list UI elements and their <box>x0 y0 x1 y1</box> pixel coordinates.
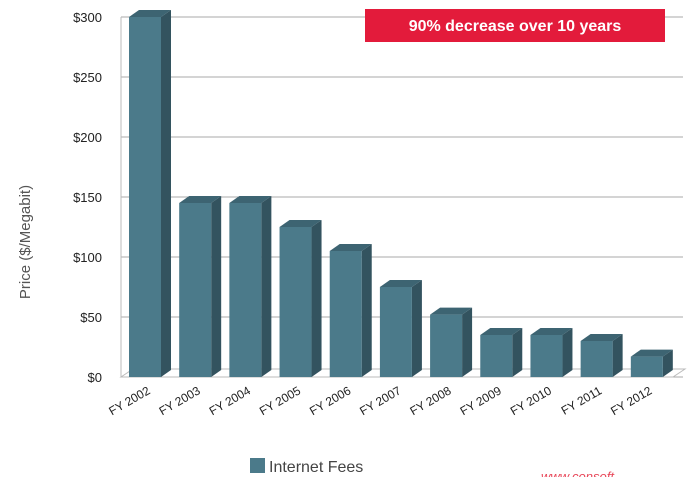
bar-fy-2002 <box>129 10 171 377</box>
annotation-callout: 90% decrease over 10 years <box>365 9 665 42</box>
bar-side <box>512 328 523 377</box>
bar-fy-2005 <box>279 220 322 377</box>
bar-side <box>662 349 673 377</box>
y-tick-label: $250 <box>73 70 102 85</box>
x-tick-label: FY 2008 <box>407 383 453 418</box>
bar-top <box>179 196 222 203</box>
legend-label: Internet Fees <box>269 459 363 476</box>
bar-fy-2012 <box>630 349 673 377</box>
annotation-background <box>365 9 665 42</box>
bar-front <box>279 227 312 377</box>
bar-top <box>580 334 623 341</box>
x-tick-label: FY 2004 <box>207 383 253 418</box>
bars <box>129 10 673 377</box>
bar-side <box>261 196 272 377</box>
bar-front <box>179 203 212 377</box>
bar-top <box>129 10 171 17</box>
bar-side <box>361 244 372 377</box>
bar-top <box>480 328 523 335</box>
bar-fy-2006 <box>329 244 372 377</box>
bar-front <box>530 335 563 377</box>
bar-front <box>580 341 613 377</box>
bar-top <box>530 328 573 335</box>
x-tick-label: FY 2006 <box>307 383 353 418</box>
y-axis-label: Price ($/Megabit) <box>17 185 34 299</box>
bar-side <box>562 328 573 377</box>
y-tick-label: $50 <box>80 310 102 325</box>
annotation-text: 90% decrease over 10 years <box>409 18 622 35</box>
x-tick-label: FY 2003 <box>157 383 203 418</box>
bar-top <box>329 244 372 251</box>
bar-top <box>430 307 473 315</box>
x-axis-ticks: FY 2002 FY 2003 FY 2004 FY 2005 FY 2006 FY 20… <box>106 383 654 418</box>
bar-top <box>279 220 322 227</box>
bar-fy-2007 <box>379 280 422 377</box>
bar-fy-2008 <box>430 307 473 377</box>
bar-front <box>379 287 412 377</box>
x-tick-label: FY 2005 <box>257 383 303 418</box>
bar-top <box>229 196 272 203</box>
bar-top <box>630 349 673 357</box>
bar-fy-2010 <box>530 328 573 377</box>
x-tick-label: FY 2010 <box>508 383 554 418</box>
watermark-text: www.consoft <box>541 469 615 477</box>
x-tick-label: FY 2011 <box>559 383 605 417</box>
bar-front <box>329 251 362 377</box>
y-tick-label: $100 <box>73 250 102 265</box>
bar-front <box>129 17 161 377</box>
bar-side <box>462 307 473 377</box>
bar-front <box>630 356 663 377</box>
bar-fy-2011 <box>580 334 623 377</box>
bar-fy-2004 <box>229 196 272 377</box>
x-tick-label: FY 2009 <box>458 383 504 418</box>
legend-swatch <box>250 458 265 473</box>
bar-fy-2009 <box>480 328 523 377</box>
bar-front <box>430 314 463 377</box>
bar-front <box>229 203 262 377</box>
y-tick-label: $150 <box>73 190 102 205</box>
bar-side <box>311 220 322 377</box>
bar-front <box>480 335 513 377</box>
bar-fy-2003 <box>179 196 222 377</box>
y-tick-label: $300 <box>73 10 102 25</box>
y-tick-label: $0 <box>88 370 102 385</box>
y-axis-ticks: $0 $50 $100 $150 $200 $250 $300 <box>73 10 102 385</box>
y-tick-label: $200 <box>73 130 102 145</box>
legend: Internet Fees <box>250 458 363 476</box>
bar-side <box>411 280 422 377</box>
x-tick-label: FY 2007 <box>357 383 403 418</box>
bar-side <box>211 196 222 377</box>
x-tick-label: FY 2012 <box>608 383 654 418</box>
bar-top <box>379 280 422 287</box>
bar-side <box>612 334 623 377</box>
bar-side <box>161 10 171 377</box>
x-tick-label: FY 2002 <box>106 383 152 418</box>
